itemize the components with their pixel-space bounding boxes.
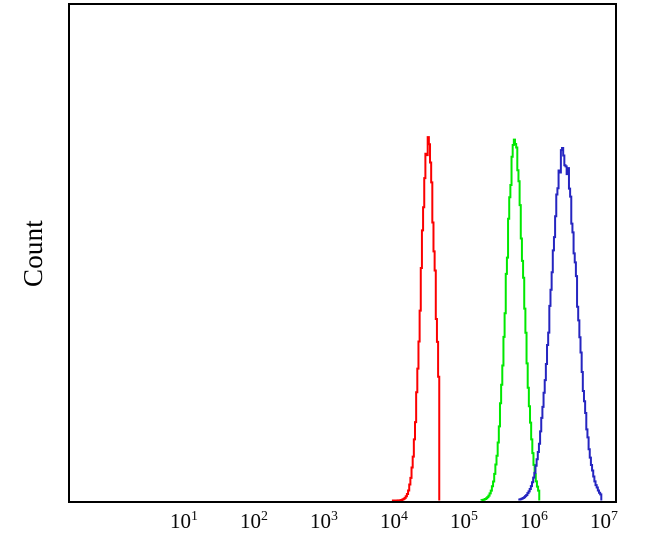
x-tick-exponent: 2	[261, 508, 268, 523]
histogram-trace-green-population	[481, 139, 539, 500]
x-tick-label-1e4: 104	[380, 509, 408, 534]
histogram-trace-red-population	[391, 137, 438, 500]
x-tick-mantissa: 10	[170, 509, 192, 533]
x-tick-exponent: 5	[471, 508, 478, 523]
x-tick-mantissa: 10	[520, 509, 542, 533]
y-axis-label-container: Count	[0, 0, 68, 506]
x-tick-mantissa: 10	[380, 509, 402, 533]
x-axis-tick-labels: 101 102 103 104 105 106 107	[0, 505, 645, 550]
x-tick-label-1e6: 106	[520, 509, 548, 534]
x-tick-mantissa: 10	[590, 509, 612, 533]
histogram-traces	[68, 3, 617, 503]
x-tick-mantissa: 10	[240, 509, 262, 533]
x-tick-exponent: 7	[611, 508, 618, 523]
x-tick-exponent: 6	[541, 508, 548, 523]
x-tick-exponent: 4	[401, 508, 408, 523]
x-tick-exponent: 1	[191, 508, 198, 523]
x-tick-exponent: 3	[331, 508, 338, 523]
x-tick-mantissa: 10	[310, 509, 332, 533]
x-tick-label-1e1: 101	[170, 509, 198, 534]
plot-area	[68, 3, 617, 503]
x-tick-label-1e7: 107	[590, 509, 618, 534]
x-tick-label-1e5: 105	[450, 509, 478, 534]
histogram-trace-blue-population	[519, 148, 601, 500]
x-tick-label-1e3: 103	[310, 509, 338, 534]
x-tick-mantissa: 10	[450, 509, 472, 533]
y-axis-label: Count	[18, 219, 49, 287]
x-tick-label-1e2: 102	[240, 509, 268, 534]
